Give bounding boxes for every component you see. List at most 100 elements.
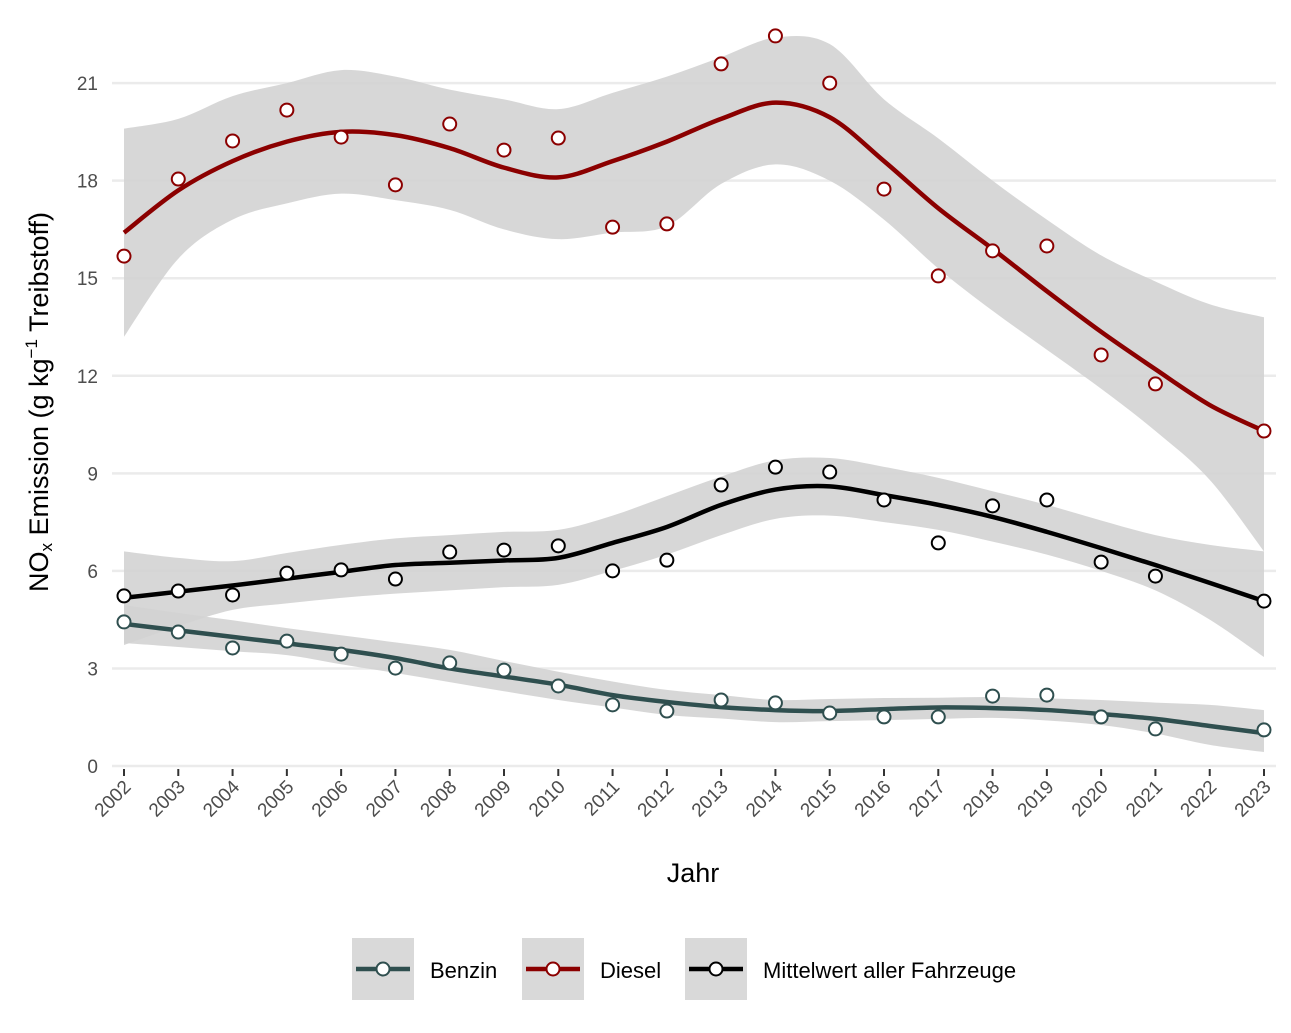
data-point [605, 219, 621, 235]
data-point [1147, 721, 1163, 737]
data-point [170, 583, 186, 599]
data-point [985, 688, 1001, 704]
data-point [333, 646, 349, 662]
data-point [442, 655, 458, 671]
data-point [659, 552, 675, 568]
data-point [116, 614, 132, 630]
confidence-band [124, 605, 1264, 753]
x-tick-label: 2003 [145, 777, 190, 822]
data-point [822, 75, 838, 91]
data-point [767, 695, 783, 711]
legend-label: Benzin [430, 958, 497, 983]
data-point [930, 535, 946, 551]
data-point [496, 662, 512, 678]
data-point [605, 563, 621, 579]
confidence-band [124, 35, 1264, 552]
data-point [279, 565, 295, 581]
data-point [767, 28, 783, 44]
data-point [116, 588, 132, 604]
data-point [333, 129, 349, 145]
data-point [550, 130, 566, 146]
data-point [1039, 238, 1055, 254]
data-point [1093, 554, 1109, 570]
data-point [876, 181, 892, 197]
x-tick-label: 2020 [1068, 777, 1113, 822]
data-point [387, 571, 403, 587]
smooth-line [122, 100, 1265, 434]
y-tick-label: 18 [77, 172, 98, 193]
legend-item: Benzin [352, 938, 497, 1000]
y-tick-label: 0 [87, 757, 98, 778]
data-point [713, 56, 729, 72]
legend: Benzin Diesel Mittelwert aller Fahrzeuge [352, 938, 1016, 1000]
data-point [1039, 687, 1055, 703]
legend-label: Mittelwert aller Fahrzeuge [763, 958, 1016, 983]
data-point [659, 703, 675, 719]
x-tick-label: 2017 [905, 777, 950, 822]
data-point [170, 624, 186, 640]
data-point [876, 709, 892, 725]
data-point [822, 464, 838, 480]
y-axis-title: NOx Emission (g kg−1 Treibstoff) [22, 212, 56, 592]
data-point [1256, 593, 1272, 609]
data-point [550, 538, 566, 554]
data-point [605, 697, 621, 713]
data-point [876, 492, 892, 508]
data-point [279, 633, 295, 649]
data-point [279, 102, 295, 118]
x-tick-label: 2013 [688, 777, 733, 822]
data-point [387, 177, 403, 193]
data-point [659, 216, 675, 232]
data-point [930, 709, 946, 725]
x-tick-label: 2022 [1177, 777, 1222, 822]
x-tick-label: 2009 [471, 777, 516, 822]
x-tick-label: 2004 [199, 776, 244, 821]
data-point [930, 268, 946, 284]
x-tick-label: 2012 [634, 777, 679, 822]
data-points [116, 28, 1272, 738]
x-axis-title: Jahr [667, 858, 720, 888]
smooth-line [123, 621, 1265, 736]
data-point [713, 692, 729, 708]
data-point [713, 477, 729, 493]
x-tick-label: 2002 [91, 777, 136, 822]
data-point [496, 142, 512, 158]
data-point [1093, 709, 1109, 725]
data-point [1147, 376, 1163, 392]
x-tick-label: 2005 [254, 777, 299, 822]
data-point [1256, 423, 1272, 439]
y-tick-label: 6 [87, 562, 98, 583]
x-tick-label: 2023 [1231, 777, 1276, 822]
smooth-line [123, 483, 1265, 604]
confidence-bands [124, 35, 1264, 753]
x-tick-label: 2019 [1014, 777, 1059, 822]
data-point [170, 171, 186, 187]
legend-key-point [708, 961, 724, 977]
data-point [225, 640, 241, 656]
x-tick-label: 2011 [580, 777, 624, 821]
legend-label: Diesel [600, 958, 661, 983]
confidence-band [124, 457, 1264, 658]
legend-item: Mittelwert aller Fahrzeuge [685, 938, 1016, 1000]
data-point [387, 660, 403, 676]
legend-key-point [375, 961, 391, 977]
x-tick-label: 2021 [1122, 777, 1167, 822]
data-point [442, 544, 458, 560]
data-point [1256, 722, 1272, 738]
data-point [496, 542, 512, 558]
data-point [1147, 568, 1163, 584]
x-tick-label: 2018 [959, 777, 1004, 822]
data-point [333, 562, 349, 578]
data-point [550, 678, 566, 694]
x-tick-label: 2015 [797, 777, 842, 822]
legend-key-point [545, 961, 561, 977]
x-tick-label: 2010 [525, 777, 570, 822]
data-point [985, 498, 1001, 514]
x-tick-label: 2008 [417, 777, 462, 822]
y-axis: 0 3 6 9 12 15 18 21 [77, 74, 98, 778]
x-tick-label: 2007 [362, 777, 407, 822]
y-tick-label: 3 [87, 659, 98, 680]
x-tick-label: 2014 [742, 776, 787, 821]
smooth-lines [122, 100, 1265, 736]
